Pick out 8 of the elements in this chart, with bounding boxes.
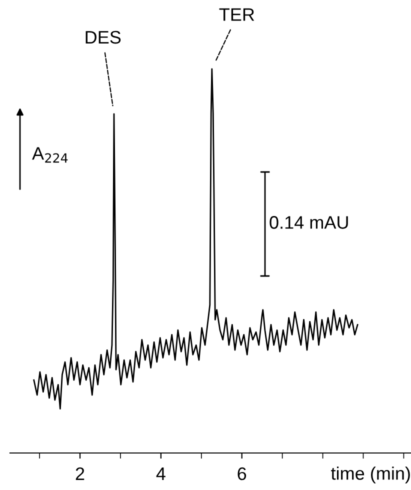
x-axis-title: time (min): [331, 466, 410, 484]
annotation: DES: [86, 30, 121, 44]
x-tick-label: 2: [76, 467, 84, 480]
annotation: TER: [219, 8, 254, 21]
x-tick-label: 6: [238, 467, 246, 480]
annotation: 0.14 mAU: [270, 216, 348, 229]
y-axis-title: A$_{224}$: [32, 147, 68, 163]
x-tick-label: 4: [156, 468, 166, 480]
